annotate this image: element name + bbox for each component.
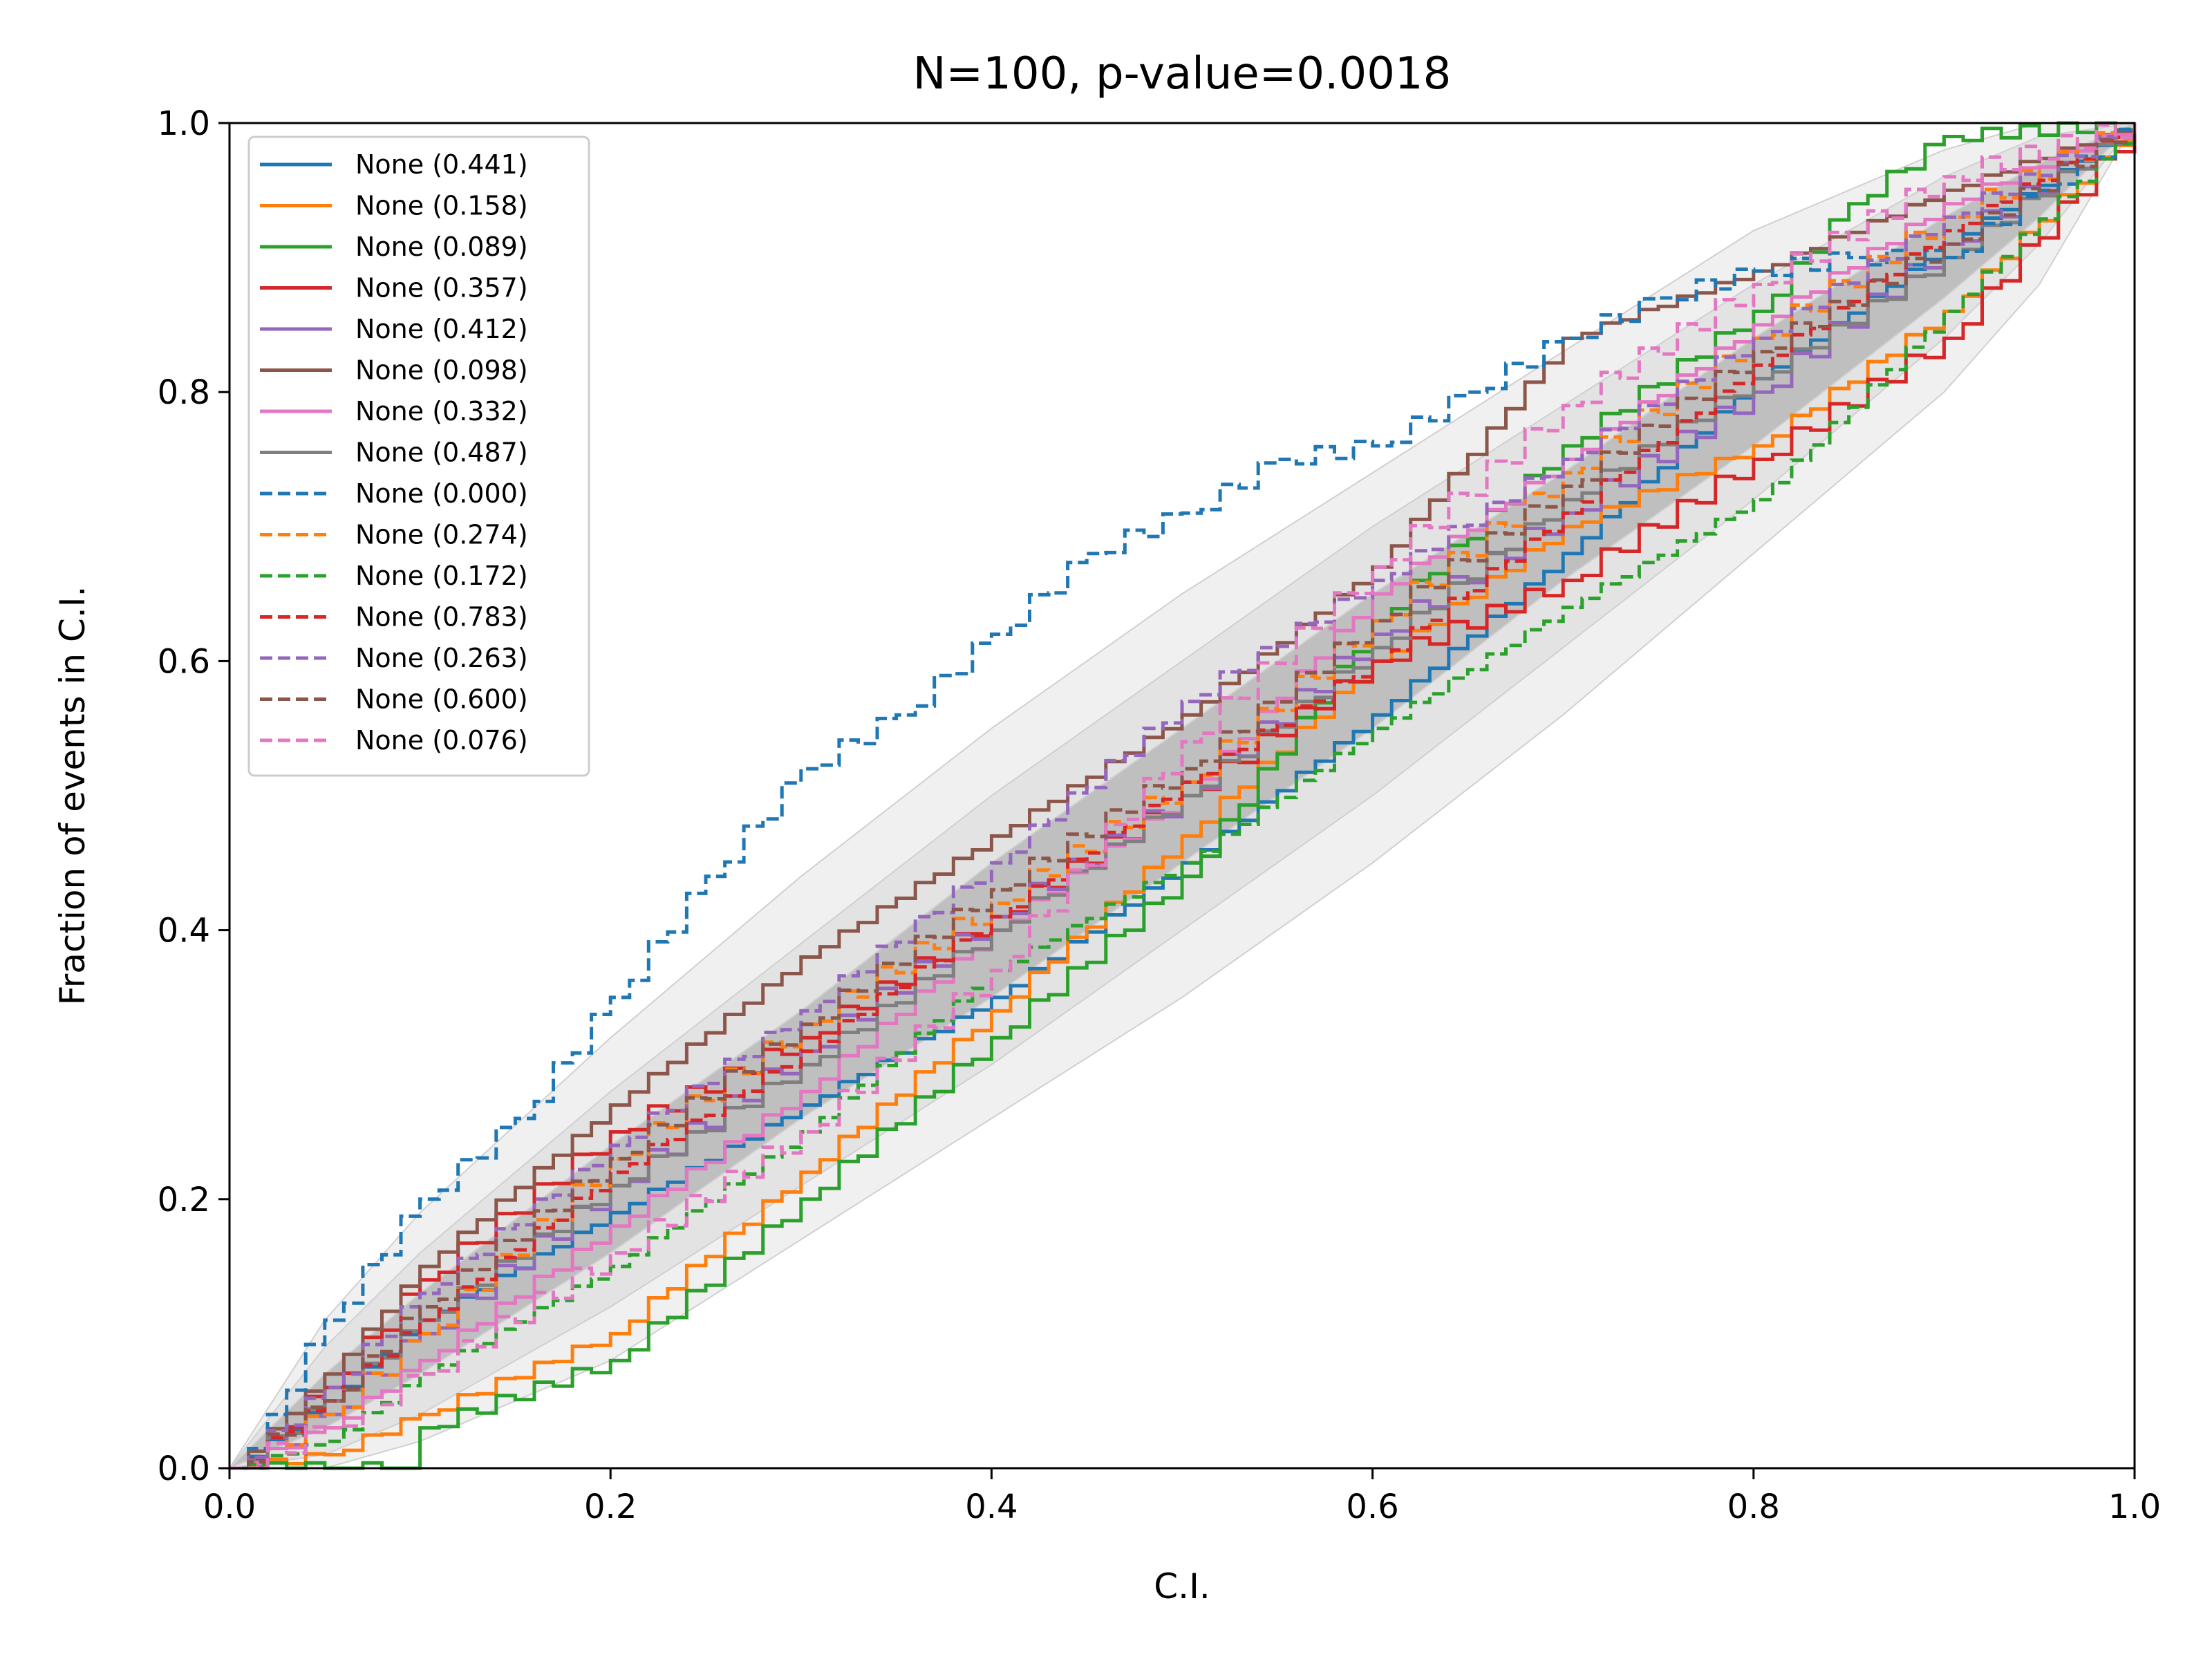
legend: None (0.441) None (0.158) None (0.089) None… xyxy=(247,135,590,777)
y-tick-label: 1.0 xyxy=(158,104,210,143)
legend-label: None (0.000) xyxy=(355,478,528,509)
x-tick-label: 0.8 xyxy=(1727,1488,1780,1526)
x-tick-label: 1.0 xyxy=(2108,1488,2161,1526)
legend-label: None (0.600) xyxy=(355,684,528,715)
plot-frame xyxy=(228,122,2136,1470)
legend-box xyxy=(247,135,590,777)
legend-items: None (0.441) None (0.158) None (0.089) None… xyxy=(260,149,528,756)
y-axis-ticks: 0.0 0.2 0.4 0.6 0.8 1.0 xyxy=(158,104,229,1488)
series-line-2 xyxy=(229,123,2137,1470)
chart-title: N=100, p-value=0.0018 xyxy=(913,48,1452,100)
x-tick-label: 0.2 xyxy=(584,1488,637,1526)
series-line-15 xyxy=(229,123,2137,1470)
legend-label: None (0.089) xyxy=(355,232,528,262)
x-axis-label: C.I. xyxy=(1154,1566,1210,1606)
y-tick-label: 0.2 xyxy=(158,1181,210,1219)
y-tick-label: 0.6 xyxy=(158,642,210,681)
legend-label: None (0.487) xyxy=(355,438,528,468)
y-tick-label: 0.8 xyxy=(158,373,210,412)
series-line-11 xyxy=(229,123,2137,1470)
legend-label: None (0.158) xyxy=(355,191,528,221)
series-lines xyxy=(229,121,2137,1470)
legend-label: None (0.357) xyxy=(355,273,528,303)
legend-label: None (0.332) xyxy=(355,396,528,427)
x-tick-label: 0.0 xyxy=(203,1488,256,1526)
x-tick-label: 0.6 xyxy=(1346,1488,1398,1526)
y-tick-label: 0.4 xyxy=(158,912,210,950)
series-line-13 xyxy=(229,123,2137,1470)
legend-label: None (0.263) xyxy=(355,643,528,673)
series-line-9 xyxy=(229,123,2137,1470)
legend-label: None (0.076) xyxy=(355,725,528,756)
legend-label: None (0.172) xyxy=(355,561,528,591)
series-line-6 xyxy=(229,123,2137,1470)
series-line-14 xyxy=(229,123,2137,1470)
legend-label: None (0.412) xyxy=(355,314,528,344)
legend-label: None (0.274) xyxy=(355,520,528,550)
x-tick-label: 0.4 xyxy=(965,1488,1018,1526)
legend-label: None (0.441) xyxy=(355,149,528,180)
x-axis-ticks: 0.0 0.2 0.4 0.6 0.8 1.0 xyxy=(203,1468,2161,1526)
legend-label: None (0.098) xyxy=(355,355,528,386)
y-tick-label: 0.0 xyxy=(158,1450,210,1488)
y-axis-label: Fraction of events in C.I. xyxy=(53,586,93,1006)
legend-label: None (0.783) xyxy=(355,602,528,632)
